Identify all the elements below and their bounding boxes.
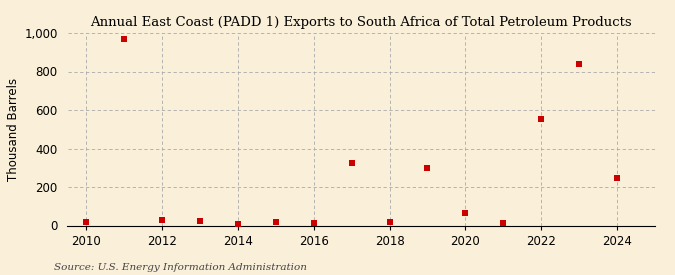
Point	[460, 211, 470, 215]
Title: Annual East Coast (PADD 1) Exports to South Africa of Total Petroleum Products: Annual East Coast (PADD 1) Exports to So…	[90, 16, 632, 29]
Point	[308, 220, 319, 225]
Y-axis label: Thousand Barrels: Thousand Barrels	[7, 78, 20, 181]
Point	[384, 219, 395, 224]
Point	[346, 161, 357, 165]
Point	[157, 218, 167, 222]
Point	[233, 221, 244, 226]
Point	[574, 62, 585, 66]
Point	[271, 219, 281, 224]
Point	[194, 218, 205, 223]
Point	[422, 166, 433, 170]
Point	[81, 219, 92, 224]
Text: Source: U.S. Energy Information Administration: Source: U.S. Energy Information Administ…	[54, 263, 307, 272]
Point	[612, 176, 622, 180]
Point	[119, 37, 130, 41]
Point	[497, 220, 508, 225]
Point	[536, 116, 547, 121]
